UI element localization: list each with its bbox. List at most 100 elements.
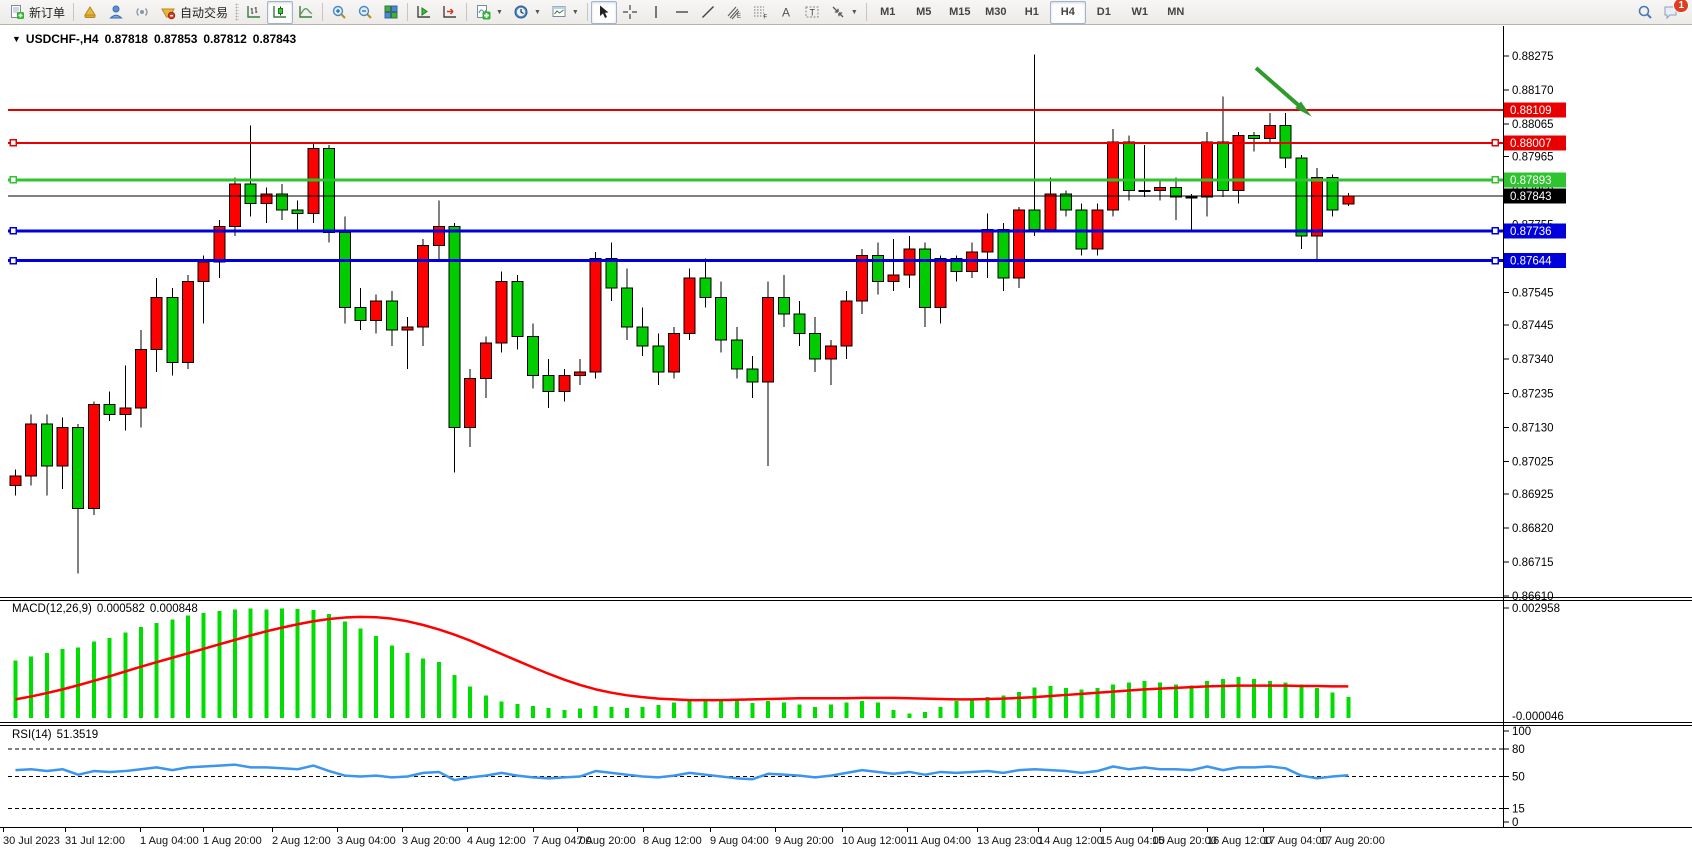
line-anchor-square[interactable] xyxy=(1491,176,1499,184)
candlestick-bear xyxy=(809,332,822,360)
indicators-button[interactable]: ▼ xyxy=(470,1,508,24)
price-line-label: 0.87644 xyxy=(1510,256,1552,268)
chart-bars-button[interactable] xyxy=(241,1,267,24)
notifications-button[interactable]: 1 xyxy=(1658,0,1689,24)
time-axis-label: 17 Aug 20:00 xyxy=(1320,835,1385,847)
candlestick-bear xyxy=(605,258,618,289)
time-axis-label: 1 Aug 04:00 xyxy=(140,835,199,847)
bell-icon xyxy=(84,6,96,18)
notification-badge: 1 xyxy=(1673,0,1689,13)
candlestick-bull xyxy=(840,300,853,347)
timeframe-button-h4[interactable]: H4 xyxy=(1049,0,1086,24)
price-line-label-box xyxy=(1504,172,1566,188)
timeframe-button-m5[interactable]: M5 xyxy=(916,6,932,18)
crosshair-icon xyxy=(622,5,637,19)
candlestick-bear xyxy=(793,313,806,334)
templates-button[interactable]: ▼ xyxy=(546,1,584,24)
chart-shift-button[interactable] xyxy=(411,1,437,24)
timeframe-button-m15[interactable]: M15 xyxy=(949,6,971,18)
periods-button[interactable]: ▼ xyxy=(508,1,546,24)
arrow-objects-icon xyxy=(832,6,844,18)
timeframe-button-d1[interactable]: D1 xyxy=(1096,6,1111,18)
candlestick-bear xyxy=(1122,141,1135,192)
profile-button[interactable] xyxy=(103,1,129,24)
line-anchor-square[interactable] xyxy=(9,176,17,184)
label-tool-button[interactable]: T xyxy=(799,1,825,24)
candlestick-bear xyxy=(276,193,289,211)
alerts-button[interactable] xyxy=(77,1,103,24)
collapse-triangle-icon[interactable]: ▼ xyxy=(12,34,21,44)
macd-histogram-bar xyxy=(248,608,253,718)
macd-min-label: -0.000046 xyxy=(1512,711,1564,723)
trendline-icon xyxy=(701,6,714,18)
line-anchor-square[interactable] xyxy=(1491,227,1499,235)
time-axis-label: 15 Aug 04:00 xyxy=(1100,835,1165,847)
svg-text:A: A xyxy=(782,6,790,20)
auto-scroll-button[interactable] xyxy=(437,1,463,24)
tile-windows-button[interactable] xyxy=(378,1,404,24)
macd-histogram-bar xyxy=(687,700,692,718)
chart-candles-button[interactable] xyxy=(267,0,294,24)
chart-canvas[interactable]: 0.882750.881700.880650.879650.878600.877… xyxy=(0,26,1692,852)
annotation-arrowhead xyxy=(1295,101,1312,117)
indicators-icon xyxy=(477,5,491,20)
timeframe-button-h1[interactable]: H1 xyxy=(1024,6,1039,18)
horizontal-line-tool-button[interactable] xyxy=(669,1,695,24)
price-tick-label: 0.88170 xyxy=(1512,85,1554,97)
line-anchor-square[interactable] xyxy=(9,256,17,265)
macd-name: MACD(12,26,9) xyxy=(12,603,92,615)
candlestick-bull xyxy=(1185,196,1198,199)
price-tick-label: 0.88275 xyxy=(1512,51,1554,63)
macd-histogram-bar xyxy=(1236,677,1241,718)
auto-trading-button[interactable]: 自动交易 xyxy=(155,1,233,24)
cursor-tool-button[interactable] xyxy=(590,0,617,24)
candlestick-bear xyxy=(72,426,85,509)
candlestick-bear xyxy=(1295,157,1308,237)
macd-histogram-bar xyxy=(1158,682,1163,718)
candlestick-bull xyxy=(573,371,586,376)
line-anchor-square[interactable] xyxy=(9,139,17,147)
arrows-tool-button[interactable]: ▼ xyxy=(825,1,863,24)
time-axis-label: 10 Aug 12:00 xyxy=(842,835,907,847)
svg-text:T: T xyxy=(809,8,815,18)
fibonacci-icon: F xyxy=(753,6,767,20)
chart-line-button[interactable] xyxy=(293,1,319,24)
candlestick-bear xyxy=(1060,193,1073,211)
timeframe-button-m1[interactable]: M1 xyxy=(880,6,896,18)
signals-button[interactable] xyxy=(129,1,155,24)
candlestick-bear xyxy=(448,225,461,428)
line-anchor-square[interactable] xyxy=(9,227,17,235)
fibonacci-tool-button[interactable]: F xyxy=(747,1,773,24)
rsi-indicator-label: RSI(14) 51.3519 xyxy=(12,729,103,741)
zoom-out-icon xyxy=(358,5,372,19)
new-order-button[interactable]: 新订单 xyxy=(4,1,70,24)
time-axis-label: 16 Aug 12:00 xyxy=(1207,835,1272,847)
annotation-arrow[interactable] xyxy=(1254,66,1306,112)
zoom-out-button[interactable] xyxy=(352,1,378,24)
cursor-icon xyxy=(599,5,609,18)
macd-histogram-bar xyxy=(1299,684,1304,718)
timeframe-button-mn[interactable]: MN xyxy=(1167,6,1185,18)
main-toolbar: 新订单 自动交易 xyxy=(0,0,1692,25)
candlestick-bear xyxy=(1326,177,1339,211)
candlestick-bull xyxy=(981,229,994,253)
macd-histogram-bar xyxy=(311,610,316,718)
line-anchor-square[interactable] xyxy=(1491,256,1499,265)
channel-tool-button[interactable]: E xyxy=(721,1,747,24)
candlestick-bear xyxy=(323,147,336,234)
zoom-in-button[interactable] xyxy=(326,1,352,24)
time-axis-label: 17 Aug 04:00 xyxy=(1263,835,1328,847)
candlestick-bull xyxy=(134,348,147,409)
template-icon xyxy=(552,6,566,17)
dropdown-caret-icon: ▼ xyxy=(571,8,579,16)
vertical-line-tool-button[interactable] xyxy=(643,1,669,24)
crosshair-tool-button[interactable] xyxy=(617,1,643,24)
macd-histogram-bar xyxy=(13,660,18,718)
trendline-tool-button[interactable] xyxy=(695,1,721,24)
timeframe-button-w1[interactable]: W1 xyxy=(1131,6,1149,18)
timeframe-button-m30[interactable]: M30 xyxy=(985,6,1007,18)
line-anchor-square[interactable] xyxy=(1491,139,1499,147)
search-button[interactable] xyxy=(1632,1,1658,24)
text-tool-button[interactable]: A xyxy=(773,1,799,24)
macd-max-label: 0.002958 xyxy=(1512,603,1560,615)
